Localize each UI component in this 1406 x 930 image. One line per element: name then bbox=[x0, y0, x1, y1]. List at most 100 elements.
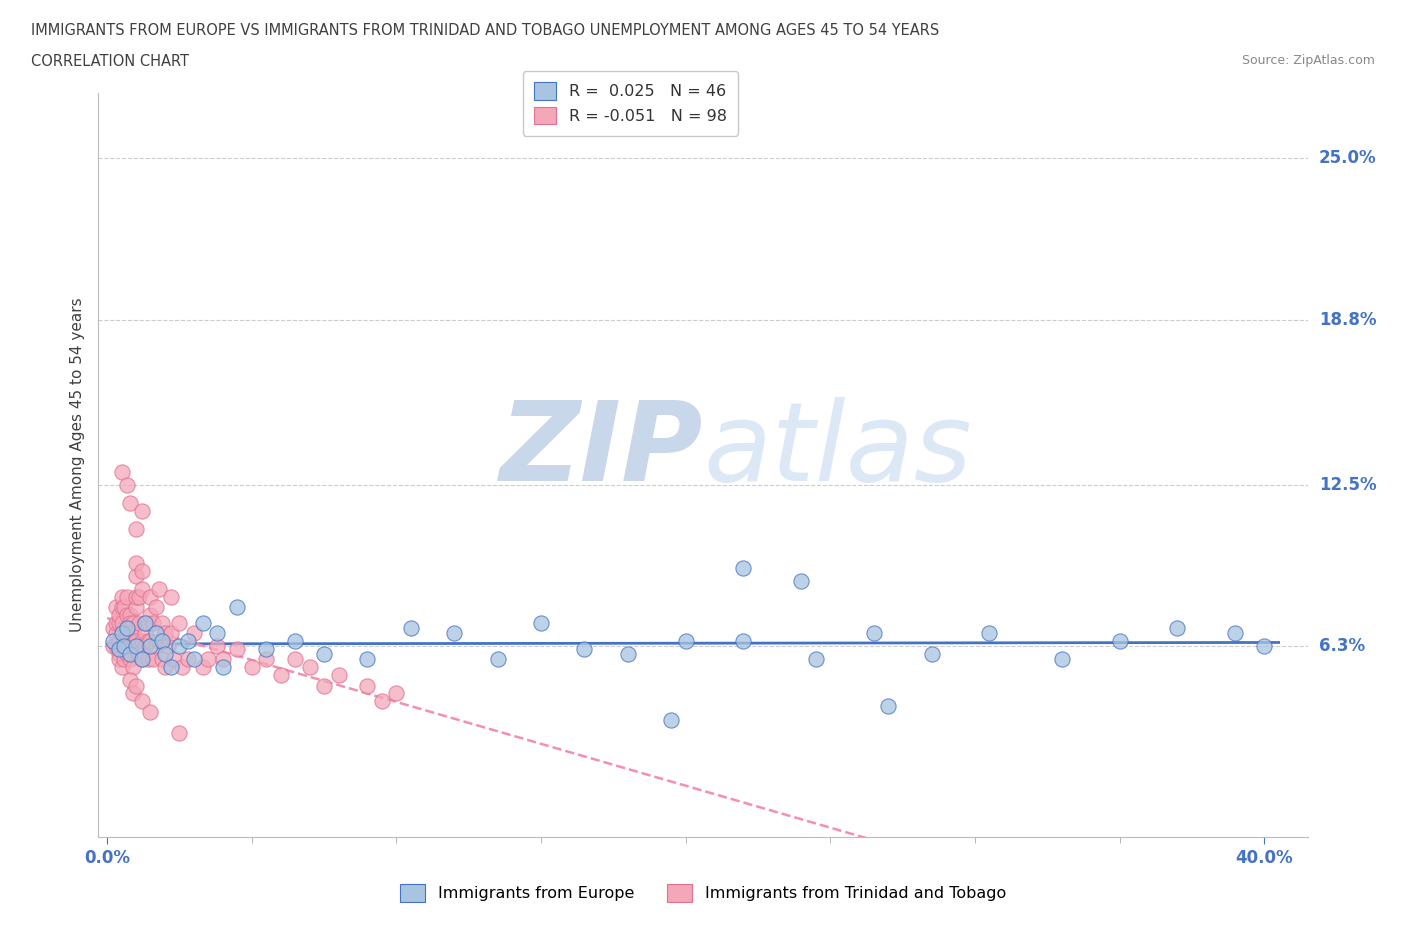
Point bbox=[128, 590, 150, 604]
Point bbox=[169, 725, 191, 740]
Point bbox=[733, 561, 755, 576]
Point bbox=[191, 660, 214, 675]
Point bbox=[107, 633, 129, 648]
Point bbox=[122, 626, 145, 641]
Point bbox=[101, 639, 124, 654]
Point bbox=[117, 647, 139, 662]
Point bbox=[574, 642, 596, 657]
Point bbox=[270, 668, 292, 683]
Point bbox=[169, 616, 191, 631]
Text: Source: ZipAtlas.com: Source: ZipAtlas.com bbox=[1241, 54, 1375, 67]
Point bbox=[120, 633, 142, 648]
Point bbox=[125, 678, 148, 693]
Point bbox=[148, 633, 170, 648]
Point bbox=[117, 626, 139, 641]
Point bbox=[675, 633, 697, 648]
Point bbox=[131, 694, 153, 709]
Point bbox=[136, 616, 159, 631]
Text: IMMIGRANTS FROM EUROPE VS IMMIGRANTS FROM TRINIDAD AND TOBAGO UNEMPLOYMENT AMONG: IMMIGRANTS FROM EUROPE VS IMMIGRANTS FRO… bbox=[31, 23, 939, 38]
Point bbox=[399, 620, 422, 635]
Point bbox=[110, 590, 132, 604]
Point bbox=[117, 607, 139, 622]
Point bbox=[125, 600, 148, 615]
Point bbox=[197, 652, 219, 667]
Point bbox=[125, 639, 148, 654]
Point bbox=[107, 607, 129, 622]
Point bbox=[120, 652, 142, 667]
Point bbox=[114, 642, 136, 657]
Point bbox=[122, 639, 145, 654]
Point bbox=[172, 660, 194, 675]
Point bbox=[191, 616, 214, 631]
Point bbox=[356, 652, 378, 667]
Point bbox=[128, 647, 150, 662]
Point bbox=[804, 652, 827, 667]
Point bbox=[101, 620, 124, 635]
Text: 6.3%: 6.3% bbox=[1319, 637, 1365, 656]
Legend: Immigrants from Europe, Immigrants from Trinidad and Tobago: Immigrants from Europe, Immigrants from … bbox=[394, 878, 1012, 908]
Point bbox=[134, 639, 156, 654]
Legend: R =  0.025   N = 46, R = -0.051   N = 98: R = 0.025 N = 46, R = -0.051 N = 98 bbox=[523, 72, 738, 136]
Point bbox=[134, 626, 156, 641]
Point bbox=[211, 652, 233, 667]
Point bbox=[254, 642, 277, 657]
Point bbox=[921, 647, 943, 662]
Point bbox=[150, 633, 173, 648]
Point bbox=[110, 626, 132, 641]
Point bbox=[107, 647, 129, 662]
Point bbox=[110, 464, 132, 479]
Point bbox=[226, 642, 249, 657]
Point bbox=[139, 639, 162, 654]
Point bbox=[117, 477, 139, 492]
Point bbox=[134, 616, 156, 631]
Point bbox=[117, 590, 139, 604]
Point bbox=[150, 652, 173, 667]
Point bbox=[110, 600, 132, 615]
Point bbox=[122, 686, 145, 701]
Point bbox=[139, 607, 162, 622]
Point bbox=[114, 633, 136, 648]
Point bbox=[486, 652, 509, 667]
Point bbox=[150, 616, 173, 631]
Point bbox=[153, 626, 176, 641]
Point bbox=[1225, 626, 1247, 641]
Point bbox=[104, 616, 127, 631]
Point bbox=[659, 712, 682, 727]
Point bbox=[177, 652, 200, 667]
Text: 12.5%: 12.5% bbox=[1319, 475, 1376, 494]
Point bbox=[131, 652, 153, 667]
Point bbox=[183, 652, 205, 667]
Point bbox=[159, 626, 181, 641]
Point bbox=[145, 600, 167, 615]
Point bbox=[979, 626, 1001, 641]
Point bbox=[1108, 633, 1130, 648]
Point bbox=[128, 616, 150, 631]
Point bbox=[371, 694, 394, 709]
Point bbox=[117, 620, 139, 635]
Text: atlas: atlas bbox=[703, 396, 972, 504]
Point bbox=[298, 660, 321, 675]
Point bbox=[117, 620, 139, 635]
Text: ZIP: ZIP bbox=[499, 396, 703, 504]
Point bbox=[120, 616, 142, 631]
Point bbox=[134, 616, 156, 631]
Point bbox=[328, 668, 350, 683]
Point bbox=[125, 590, 148, 604]
Point bbox=[205, 626, 228, 641]
Text: 25.0%: 25.0% bbox=[1319, 149, 1376, 167]
Point bbox=[136, 652, 159, 667]
Point bbox=[240, 660, 263, 675]
Point bbox=[104, 600, 127, 615]
Point bbox=[107, 642, 129, 657]
Point bbox=[254, 652, 277, 667]
Text: CORRELATION CHART: CORRELATION CHART bbox=[31, 54, 188, 69]
Point bbox=[159, 590, 181, 604]
Point bbox=[312, 647, 335, 662]
Point bbox=[312, 678, 335, 693]
Point bbox=[104, 626, 127, 641]
Point bbox=[211, 660, 233, 675]
Point bbox=[177, 633, 200, 648]
Point bbox=[356, 678, 378, 693]
Text: 18.8%: 18.8% bbox=[1319, 312, 1376, 329]
Y-axis label: Unemployment Among Ages 45 to 54 years: Unemployment Among Ages 45 to 54 years bbox=[69, 298, 84, 632]
